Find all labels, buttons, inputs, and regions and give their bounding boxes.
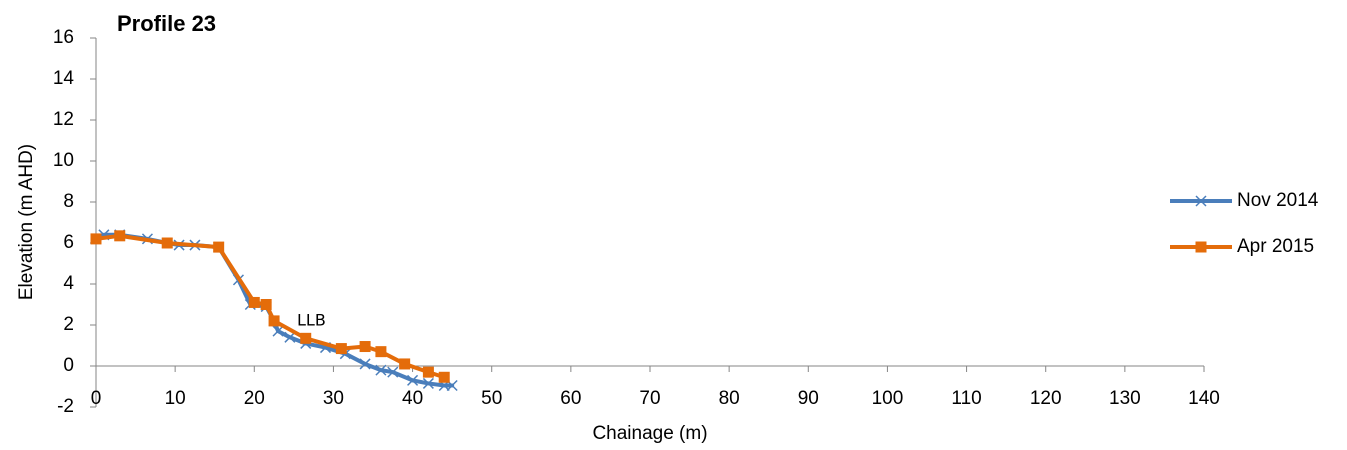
y-tick-label: 0 [63,355,74,376]
marker [359,341,371,353]
marker [359,358,371,370]
x-tick-label: 50 [481,388,502,409]
marker [248,296,260,308]
x-tick-label: 0 [91,388,102,409]
y-tick-label: 10 [53,150,74,171]
marker [387,366,399,378]
marker [399,358,411,370]
marker [438,371,450,383]
marker [213,241,225,253]
y-tick-label: 6 [63,232,74,253]
x-tick-label: 10 [165,388,186,409]
x-tick-label: 110 [951,388,981,409]
marker [407,374,419,386]
y-axis-label: Elevation (m AHD) [16,144,37,300]
annotation: LLB [297,311,326,330]
y-tick-label: 14 [53,68,75,89]
marker [422,377,434,389]
marker [422,366,434,378]
marker [90,233,102,245]
x-tick-label: 130 [1109,388,1141,409]
y-tick-label: 2 [63,314,74,335]
y-tick-label: 8 [63,191,74,212]
legend-item: Nov 2014 [1170,190,1319,211]
marker [375,364,387,376]
x-tick-label: 60 [560,388,581,409]
marker [260,299,272,310]
legend-label: Nov 2014 [1237,190,1319,211]
y-tick-label: 12 [53,109,74,130]
marker [375,346,387,358]
marker [300,332,312,344]
legend-label: Apr 2015 [1237,236,1314,257]
x-tick-label: 40 [402,388,423,409]
y-tick-label: 4 [63,273,74,294]
marker [284,331,296,343]
marker [272,325,284,337]
marker [335,343,347,355]
x-tick-label: 20 [244,388,265,409]
marker [114,230,126,242]
marker [268,315,280,327]
x-tick-label: 90 [798,388,819,409]
x-tick-label: 30 [323,388,344,409]
chart-title: Profile 23 [117,11,216,36]
x-axis-label: Chainage (m) [592,423,707,444]
legend-marker [1195,195,1207,207]
x-tick-label: 100 [872,388,904,409]
marker [161,237,173,249]
series [90,230,450,383]
x-tick-label: 140 [1188,388,1220,409]
x-tick-label: 80 [719,388,740,409]
y-tick-label: 16 [53,27,74,48]
x-tick-label: 120 [1030,388,1062,409]
legend-marker [1195,241,1207,253]
legend-item: Apr 2015 [1170,236,1314,257]
y-tick-label: -2 [57,396,74,417]
x-tick-label: 70 [639,388,660,409]
